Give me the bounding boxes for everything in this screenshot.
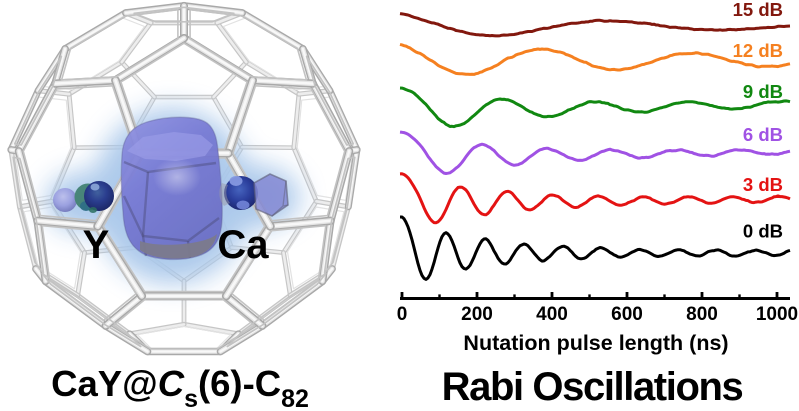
svg-text:1000: 1000 [756, 304, 798, 325]
svg-text:Y: Y [83, 223, 110, 267]
svg-text:6 dB: 6 dB [743, 124, 783, 145]
svg-text:600: 600 [611, 304, 643, 325]
svg-text:Ca: Ca [217, 223, 269, 267]
svg-text:12 dB: 12 dB [733, 40, 783, 61]
svg-text:200: 200 [461, 304, 493, 325]
svg-text:400: 400 [536, 304, 568, 325]
svg-text:0: 0 [397, 304, 408, 325]
svg-text:Nutation pulse length (ns): Nutation pulse length (ns) [463, 331, 728, 355]
svg-text:15 dB: 15 dB [733, 0, 783, 20]
svg-text:0 dB: 0 dB [743, 221, 783, 242]
svg-text:Rabi Oscillations: Rabi Oscillations [442, 365, 743, 409]
svg-text:3 dB: 3 dB [743, 174, 783, 195]
svg-text:CaY@Cs(6)-C82: CaY@Cs(6)-C82 [51, 363, 309, 411]
svg-text:9 dB: 9 dB [743, 81, 783, 102]
svg-text:800: 800 [686, 304, 718, 325]
